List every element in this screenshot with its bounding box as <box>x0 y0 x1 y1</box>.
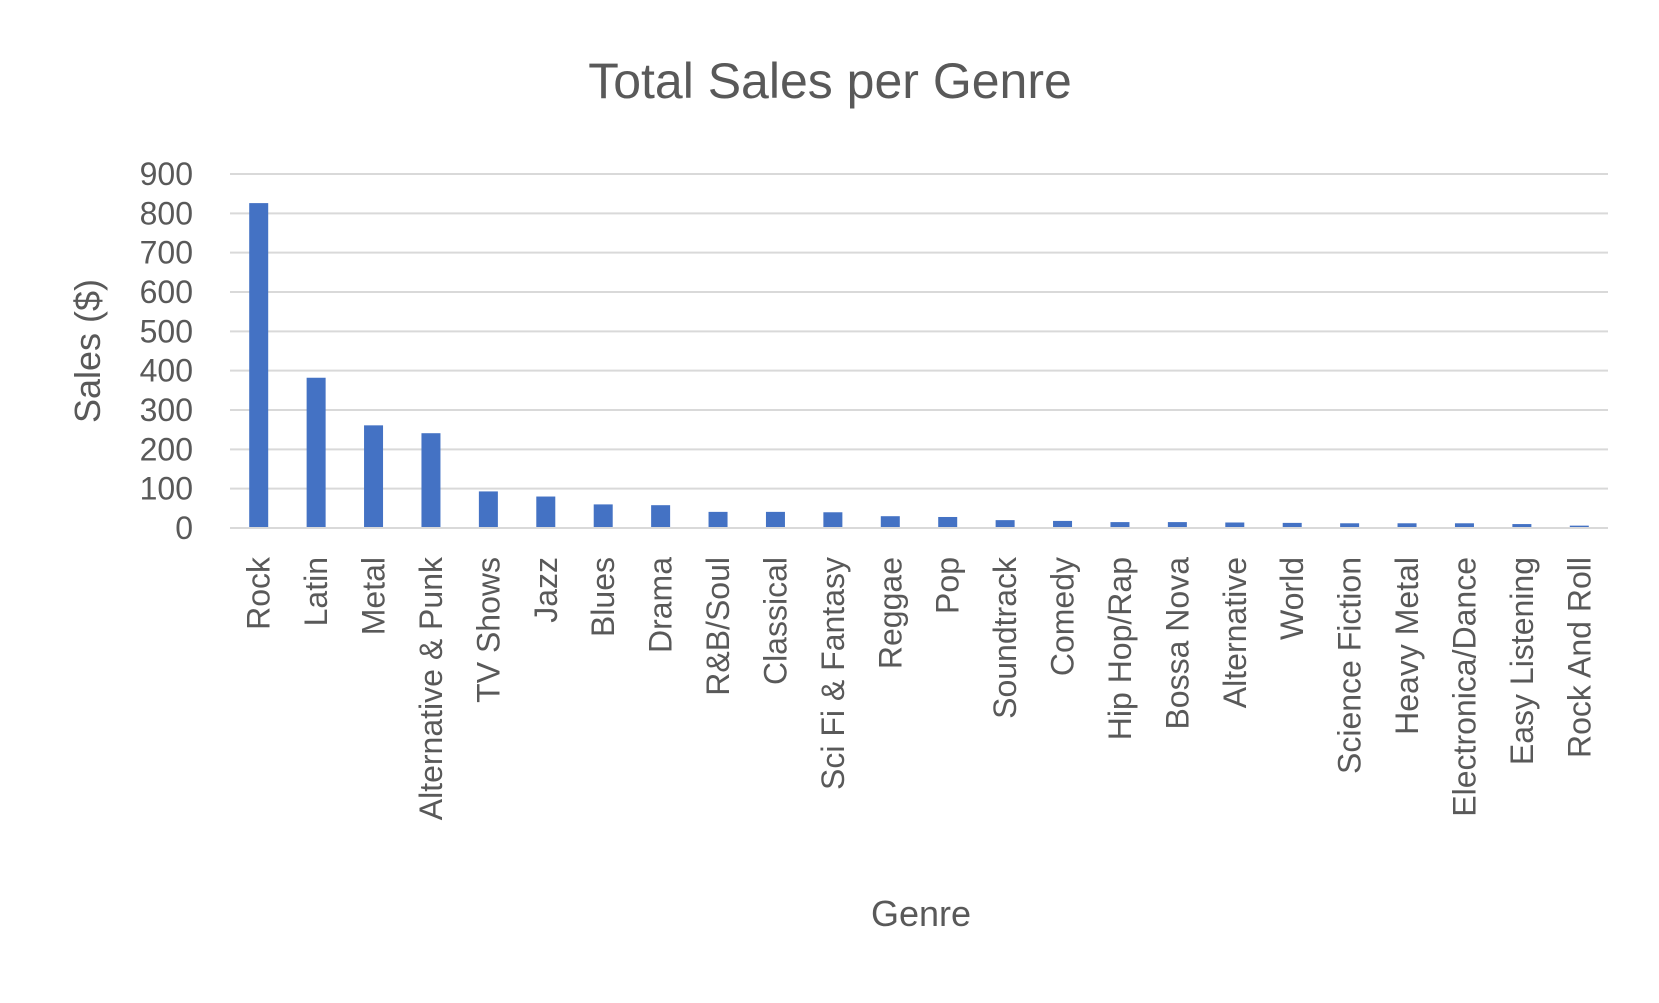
x-tick-label: TV Shows <box>470 557 506 703</box>
y-tick-label: 600 <box>140 274 193 310</box>
x-tick-label: Easy Listening <box>1504 557 1540 765</box>
x-tick-label: Hip Hop/Rap <box>1102 557 1138 740</box>
x-tick-label: Bossa Nova <box>1159 557 1195 730</box>
bar <box>1110 522 1130 528</box>
bar <box>593 504 613 528</box>
y-axis-title: Sales ($) <box>67 279 108 423</box>
y-tick-label: 400 <box>140 353 193 389</box>
bar <box>421 433 441 528</box>
x-tick-label: R&B/Soul <box>700 557 736 696</box>
x-tick-label: Jazz <box>528 557 564 623</box>
x-tick-label: Heavy Metal <box>1389 557 1425 735</box>
y-tick-label: 800 <box>140 195 193 231</box>
x-tick-label: Rock <box>241 556 277 630</box>
x-tick-label: Soundtrack <box>987 556 1023 719</box>
bar <box>765 511 785 528</box>
y-tick-label: 500 <box>140 313 193 349</box>
bar <box>478 491 498 528</box>
x-tick-label: Sci Fi & Fantasy <box>815 557 851 790</box>
y-tick-label: 900 <box>140 156 193 192</box>
x-tick-label: Comedy <box>1045 557 1081 676</box>
x-tick-label: Electronica/Dance <box>1446 557 1482 817</box>
chart-title: Total Sales per Genre <box>588 53 1072 109</box>
bar <box>1340 523 1360 528</box>
y-tick-label: 700 <box>140 235 193 271</box>
bar <box>1225 522 1245 528</box>
x-tick-label: Rock And Roll <box>1561 557 1597 758</box>
bar <box>536 496 556 528</box>
bar <box>1282 522 1302 528</box>
y-tick-label: 100 <box>140 471 193 507</box>
bar <box>1512 524 1532 528</box>
bar <box>364 425 384 528</box>
x-tick-label: Reggae <box>872 557 908 669</box>
y-tick-label: 200 <box>140 431 193 467</box>
bar <box>1454 523 1474 528</box>
x-tick-label: Metal <box>356 557 392 635</box>
x-tick-label: Alternative <box>1217 557 1253 708</box>
bar <box>938 516 958 528</box>
x-tick-label: Drama <box>643 557 679 653</box>
bar <box>708 511 728 528</box>
x-tick-label: Classical <box>757 557 793 685</box>
x-tick-label: World <box>1274 557 1310 640</box>
y-tick-label: 0 <box>175 510 193 546</box>
bar <box>249 203 269 528</box>
bar <box>651 505 671 528</box>
y-tick-label: 300 <box>140 392 193 428</box>
x-tick-label: Blues <box>585 557 621 637</box>
x-axis-title: Genre <box>871 893 971 934</box>
bar <box>880 516 900 528</box>
x-tick-label: Latin <box>298 557 334 626</box>
x-tick-label: Science Fiction <box>1332 557 1368 774</box>
bar <box>823 512 843 528</box>
bars <box>249 203 1589 528</box>
bar <box>995 520 1015 528</box>
x-tick-label: Pop <box>930 557 966 614</box>
x-tick-label: Alternative & Punk <box>413 556 449 820</box>
x-axis-tick-labels: Rock Latin Metal Alternative & Punk TV Shows… <box>241 556 1598 820</box>
bar <box>1167 522 1187 528</box>
bar <box>306 377 326 528</box>
bar <box>1397 523 1417 528</box>
bar <box>1053 520 1073 528</box>
gridlines <box>230 173 1608 490</box>
bar <box>1569 525 1589 528</box>
